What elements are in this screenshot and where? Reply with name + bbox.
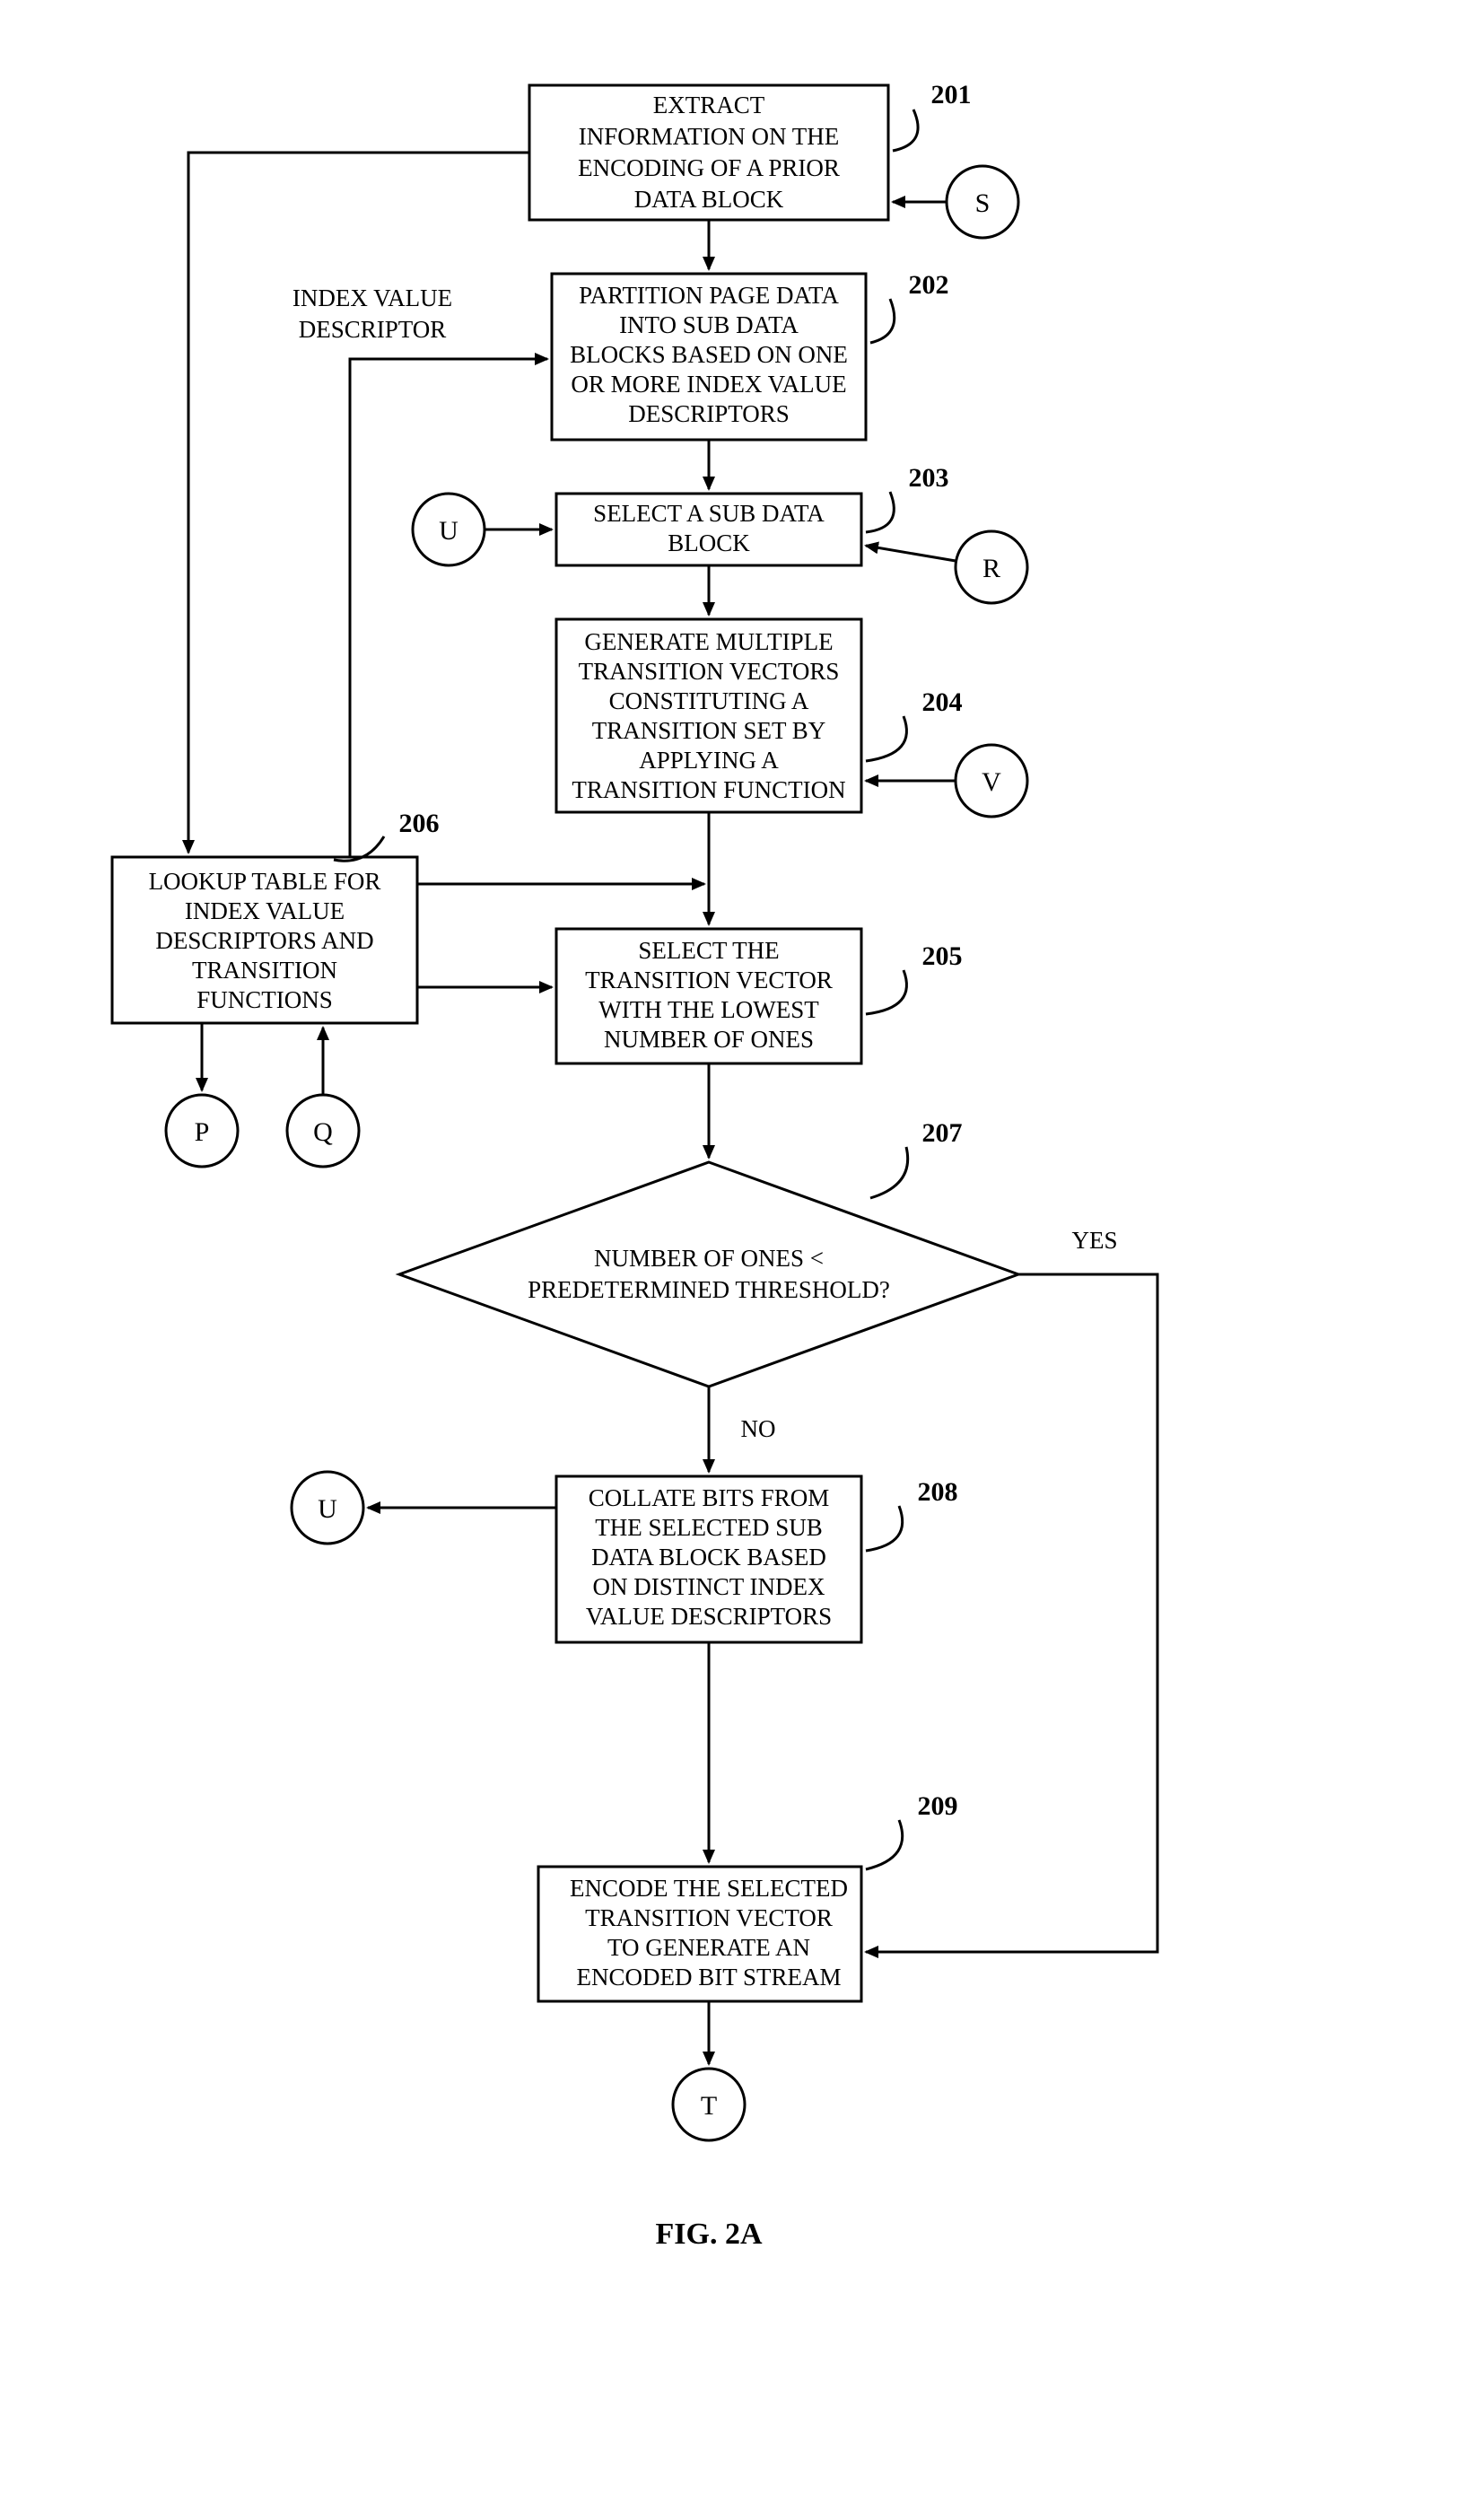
b202-l3: BLOCKS BASED ON ONE — [570, 341, 848, 368]
decision-207 — [399, 1162, 1018, 1387]
b209-l4: ENCODED BIT STREAM — [576, 1964, 841, 1991]
b201-l3: ENCODING OF A PRIOR — [578, 154, 840, 181]
b208-l2: THE SELECTED SUB — [595, 1514, 823, 1541]
b208-l5: VALUE DESCRIPTORS — [586, 1603, 832, 1630]
b204-l4: TRANSITION SET BY — [592, 717, 826, 744]
b204-l5: APPLYING A — [639, 747, 779, 774]
b202-l2: INTO SUB DATA — [619, 311, 799, 338]
ref-204: 204 — [922, 687, 963, 717]
connector-p-text: P — [195, 1117, 210, 1147]
b208-l1: COLLATE BITS FROM — [589, 1484, 830, 1511]
b209-l3: TO GENERATE AN — [607, 1934, 810, 1961]
ivd-l1: INDEX VALUE — [293, 284, 452, 311]
hook-207 — [870, 1147, 908, 1198]
b201-l4: DATA BLOCK — [634, 186, 784, 213]
b201-l2: INFORMATION ON THE — [579, 123, 840, 150]
arrow-207-yes-209 — [866, 1274, 1157, 1952]
b209-l1: ENCODE THE SELECTED — [570, 1875, 848, 1902]
hook-205 — [866, 970, 906, 1014]
connector-v-text: V — [982, 767, 1001, 797]
hook-209 — [866, 1820, 903, 1869]
connector-q-text: Q — [313, 1117, 333, 1147]
b209-l2: TRANSITION VECTOR — [585, 1904, 833, 1931]
connector-u-bottom-text: U — [318, 1494, 337, 1524]
flowchart-svg: EXTRACT INFORMATION ON THE ENCODING OF A… — [0, 0, 1467, 2520]
connector-s-text: S — [975, 188, 991, 218]
ref-209: 209 — [918, 1791, 958, 1821]
b206-l5: FUNCTIONS — [196, 986, 333, 1013]
b204-l3: CONSTITUTING A — [609, 687, 809, 714]
b203-l2: BLOCK — [668, 529, 750, 556]
b201-l1: EXTRACT — [653, 92, 765, 118]
figure-title: FIG. 2A — [656, 2218, 763, 2251]
b205-l2: TRANSITION VECTOR — [585, 967, 833, 993]
b203-l1: SELECT A SUB DATA — [593, 500, 825, 527]
ref-205: 205 — [922, 941, 963, 971]
hook-202 — [870, 299, 895, 343]
connector-r-text: R — [982, 554, 1000, 583]
arrow-r-203 — [866, 546, 956, 561]
b206-l2: INDEX VALUE — [185, 897, 345, 924]
b204-l1: GENERATE MULTIPLE — [584, 628, 833, 655]
b205-l4: NUMBER OF ONES — [604, 1026, 814, 1053]
b202-l1: PARTITION PAGE DATA — [579, 282, 839, 309]
hook-203 — [866, 492, 894, 532]
no-label: NO — [741, 1415, 776, 1442]
ref-206: 206 — [399, 809, 440, 838]
hook-204 — [866, 716, 906, 761]
b202-l5: DESCRIPTORS — [628, 400, 790, 427]
b208-l4: ON DISTINCT INDEX — [593, 1573, 825, 1600]
ref-207: 207 — [922, 1118, 963, 1148]
hook-201 — [893, 109, 918, 151]
ref-208: 208 — [918, 1477, 958, 1507]
yes-label: YES — [1071, 1227, 1117, 1254]
b206-l1: LOOKUP TABLE FOR — [149, 868, 381, 895]
ivd-l2: DESCRIPTOR — [299, 316, 447, 343]
ref-201: 201 — [931, 80, 972, 109]
connector-t-text: T — [701, 2091, 717, 2121]
hook-208 — [866, 1506, 903, 1551]
ref-203: 203 — [909, 463, 949, 493]
b204-l2: TRANSITION VECTORS — [579, 658, 840, 685]
arrow-206-202 — [350, 359, 547, 857]
b206-l4: TRANSITION — [192, 957, 337, 984]
b205-l3: WITH THE LOWEST — [598, 996, 819, 1023]
b206-l3: DESCRIPTORS AND — [155, 927, 373, 954]
ref-202: 202 — [909, 270, 949, 300]
b207-l1: NUMBER OF ONES < — [594, 1245, 824, 1272]
b207-l2: PREDETERMINED THRESHOLD? — [528, 1276, 890, 1303]
b204-l6: TRANSITION FUNCTION — [572, 776, 845, 803]
b202-l4: OR MORE INDEX VALUE — [571, 371, 846, 398]
connector-u-left-text: U — [439, 516, 458, 546]
b208-l3: DATA BLOCK BASED — [591, 1544, 826, 1571]
b205-l1: SELECT THE — [638, 937, 779, 964]
arrow-201-206 — [188, 153, 529, 853]
